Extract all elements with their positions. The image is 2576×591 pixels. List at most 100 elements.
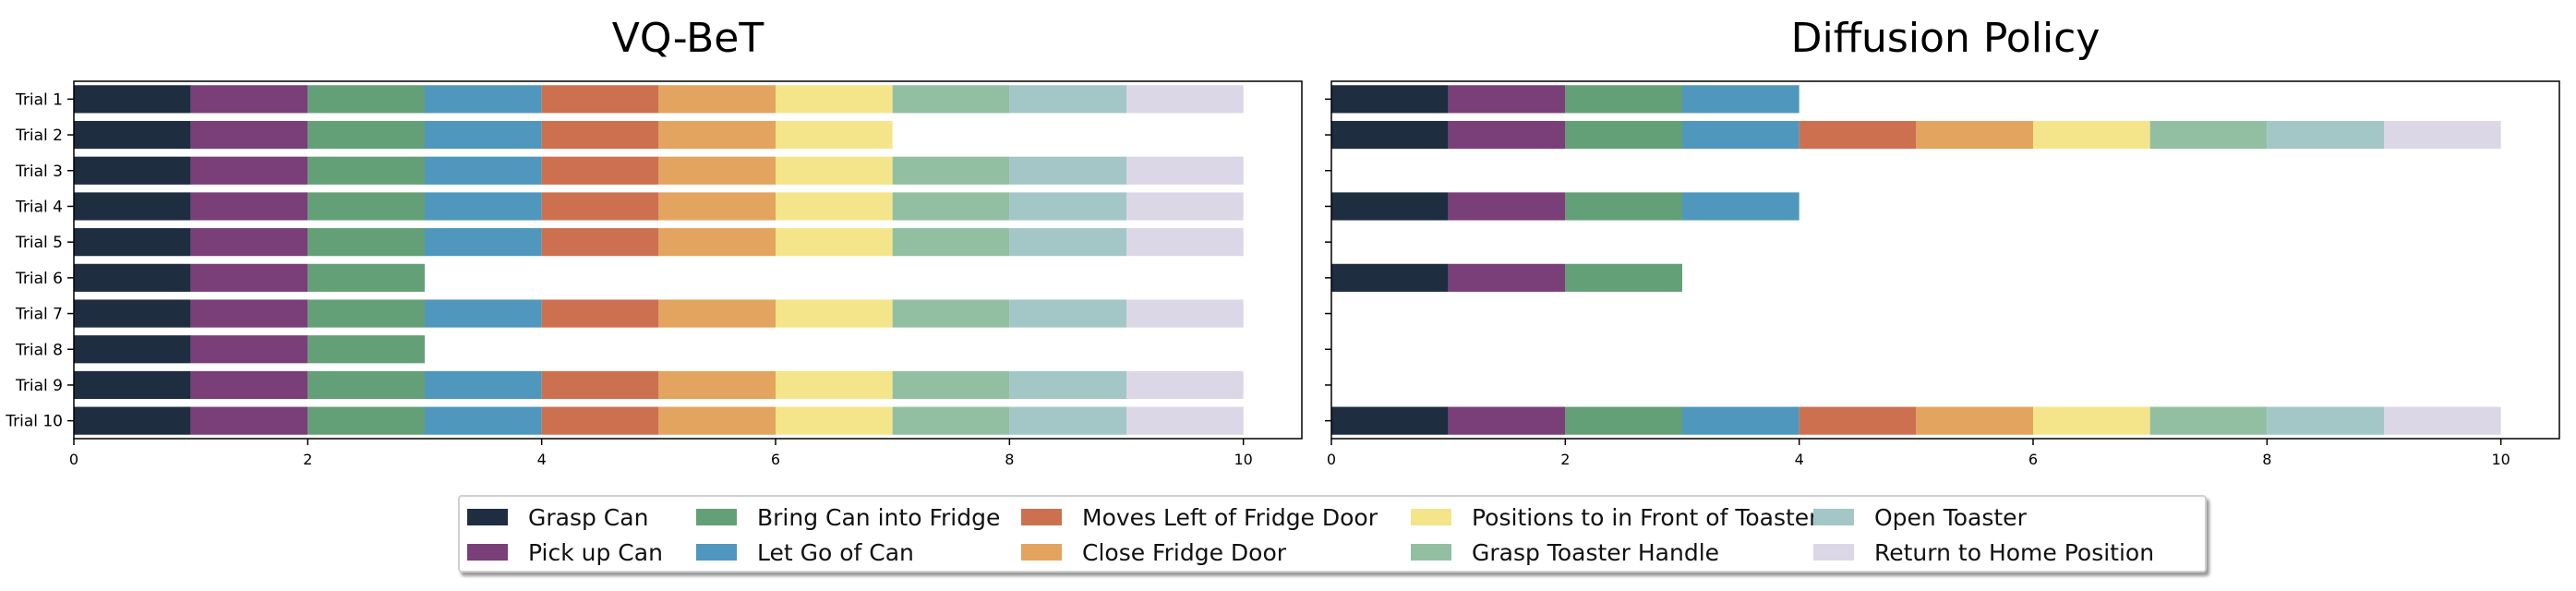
- x-tick-label: 6: [771, 451, 780, 468]
- legend-label: Moves Left of Fridge Door: [1082, 503, 1378, 531]
- bar-segment-trial-7-phase-6: [658, 299, 776, 328]
- bar-segment-trial-3-phase-1: [74, 156, 191, 185]
- legend-label: Let Go of Can: [757, 538, 914, 566]
- legend-item: Bring Can into Fridge: [696, 501, 1000, 534]
- bar-segment-trial-4-phase-1: [1331, 192, 1449, 221]
- bar-segment-trial-8-phase-3: [307, 335, 425, 364]
- bar-segment-trial-6-phase-3: [1565, 263, 1682, 292]
- bar-segment-trial-10-phase-10: [2384, 406, 2501, 435]
- legend-swatch: [467, 509, 508, 525]
- x-tick-label: 2: [303, 451, 312, 468]
- bar-segment-trial-2-phase-5: [541, 120, 659, 150]
- legend-item: Open Toaster: [1813, 501, 2027, 534]
- bar-segment-trial-7-phase-2: [190, 299, 308, 328]
- bar-segment-trial-10-phase-8: [2149, 406, 2268, 435]
- legend-swatch: [467, 544, 508, 561]
- legend-item: Positions to in Front of Toaster: [1411, 501, 1818, 534]
- legend-label: Bring Can into Fridge: [757, 503, 1001, 531]
- bar-segment-trial-2-phase-6: [1916, 120, 2033, 150]
- bar-segment-trial-10-phase-10: [1126, 406, 1244, 435]
- legend-item: Moves Left of Fridge Door: [1021, 501, 1378, 534]
- bar-segment-trial-2-phase-4: [425, 120, 542, 150]
- bar-segment-trial-1-phase-3: [1565, 85, 1682, 114]
- bar-segment-trial-9-phase-9: [1009, 370, 1126, 400]
- legend-item: Pick up Can: [467, 536, 663, 569]
- bar-segment-trial-9-phase-6: [658, 370, 776, 400]
- legend-label: Open Toaster: [1874, 503, 2027, 531]
- bar-segment-trial-4-phase-9: [1009, 192, 1126, 221]
- bar-segment-trial-4-phase-2: [1448, 192, 1566, 221]
- legend-label: Close Fridge Door: [1082, 538, 1287, 566]
- bar-segment-trial-1-phase-8: [892, 85, 1010, 114]
- bar-segment-trial-2-phase-4: [1682, 120, 1800, 150]
- bar-segment-trial-1-phase-4: [1682, 85, 1800, 114]
- bar-segment-trial-2-phase-7: [776, 120, 893, 150]
- x-tick-label: 0: [1327, 451, 1336, 468]
- bar-segment-trial-7-phase-10: [1126, 299, 1244, 328]
- bar-segment-trial-6-phase-2: [1448, 263, 1566, 292]
- bar-segment-trial-10-phase-1: [1331, 406, 1449, 435]
- bar-segment-trial-9-phase-1: [74, 370, 191, 400]
- bar-segment-trial-3-phase-2: [190, 156, 308, 185]
- legend-swatch: [1021, 544, 1062, 561]
- legend-swatch: [1813, 544, 1854, 561]
- legend-swatch: [696, 544, 737, 561]
- x-tick-label: 8: [1005, 451, 1014, 468]
- bar-segment-trial-10-phase-3: [1565, 406, 1682, 435]
- chart-panel-1: VQ-BeT Trial 1 Trial 2 Trial 3 Trial 4 Trial …: [5, 15, 1303, 468]
- chart-title: Diffusion Policy: [1791, 15, 2101, 62]
- bar-segment-trial-3-phase-7: [776, 156, 893, 185]
- bar-segment-trial-9-phase-5: [541, 370, 659, 400]
- bar-segment-trial-4-phase-3: [307, 192, 425, 221]
- bar-segment-trial-10-phase-5: [541, 406, 659, 435]
- legend-item: Grasp Can: [467, 501, 648, 534]
- bar-segment-trial-2-phase-9: [2267, 120, 2384, 150]
- bar-segment-trial-2-phase-3: [307, 120, 425, 150]
- bar-segment-trial-10-phase-2: [190, 406, 308, 435]
- bar-segment-trial-10-phase-9: [2267, 406, 2384, 435]
- bar-segment-trial-6-phase-1: [74, 263, 191, 292]
- y-tick-label: Trial 2: [15, 127, 63, 145]
- bar-segment-trial-7-phase-1: [74, 299, 191, 328]
- bar-segment-trial-1-phase-2: [1448, 85, 1566, 114]
- x-tick-label: 6: [2028, 451, 2038, 468]
- y-tick-label: Trial 1: [15, 90, 63, 109]
- bar-segment-trial-3-phase-5: [541, 156, 659, 185]
- legend-label: Pick up Can: [528, 538, 663, 566]
- x-tick-label: 8: [2262, 451, 2271, 468]
- bar-segment-trial-2-phase-8: [2149, 120, 2268, 150]
- bar-segment-trial-6-phase-3: [307, 263, 425, 292]
- bar-segment-trial-9-phase-7: [776, 370, 893, 400]
- plot-frame: [73, 80, 1303, 440]
- bar-segment-trial-4-phase-6: [658, 192, 776, 221]
- bar-segment-trial-1-phase-9: [1009, 85, 1126, 114]
- bar-segment-trial-3-phase-9: [1009, 156, 1126, 185]
- bar-segment-trial-3-phase-8: [892, 156, 1010, 185]
- bar-segment-trial-9-phase-3: [307, 370, 425, 400]
- bar-segment-trial-2-phase-5: [1799, 120, 1917, 150]
- bar-segment-trial-10-phase-4: [425, 406, 542, 435]
- bar-segment-trial-10-phase-5: [1799, 406, 1917, 435]
- bar-segment-trial-1-phase-2: [190, 85, 308, 114]
- legend-swatch: [1021, 509, 1062, 525]
- bar-segment-trial-9-phase-8: [892, 370, 1010, 400]
- bar-segment-trial-10-phase-9: [1009, 406, 1126, 435]
- bar-segment-trial-1-phase-10: [1126, 85, 1244, 114]
- y-tick-label: Trial 9: [15, 377, 63, 395]
- y-tick-label: Trial 5: [15, 234, 63, 252]
- bar-segment-trial-1-phase-6: [658, 85, 776, 114]
- legend-item: Return to Home Position: [1813, 536, 2154, 569]
- legend-swatch: [1411, 544, 1451, 561]
- legend-label: Positions to in Front of Toaster: [1472, 503, 1819, 531]
- legend-swatch: [1813, 509, 1854, 525]
- bar-segment-trial-7-phase-9: [1009, 299, 1126, 328]
- bar-segment-trial-10-phase-8: [892, 406, 1010, 435]
- bar-segment-trial-2-phase-3: [1565, 120, 1682, 150]
- bar-segment-trial-5-phase-9: [1009, 228, 1126, 257]
- chart-panel-2: Diffusion Policy 0 2 4 6 8 10: [1325, 15, 2560, 468]
- bar-segment-trial-1-phase-1: [1331, 85, 1449, 114]
- bar-segment-trial-10-phase-1: [74, 406, 191, 435]
- bar-segment-trial-4-phase-4: [1682, 192, 1800, 221]
- bar-segment-trial-5-phase-3: [307, 228, 425, 257]
